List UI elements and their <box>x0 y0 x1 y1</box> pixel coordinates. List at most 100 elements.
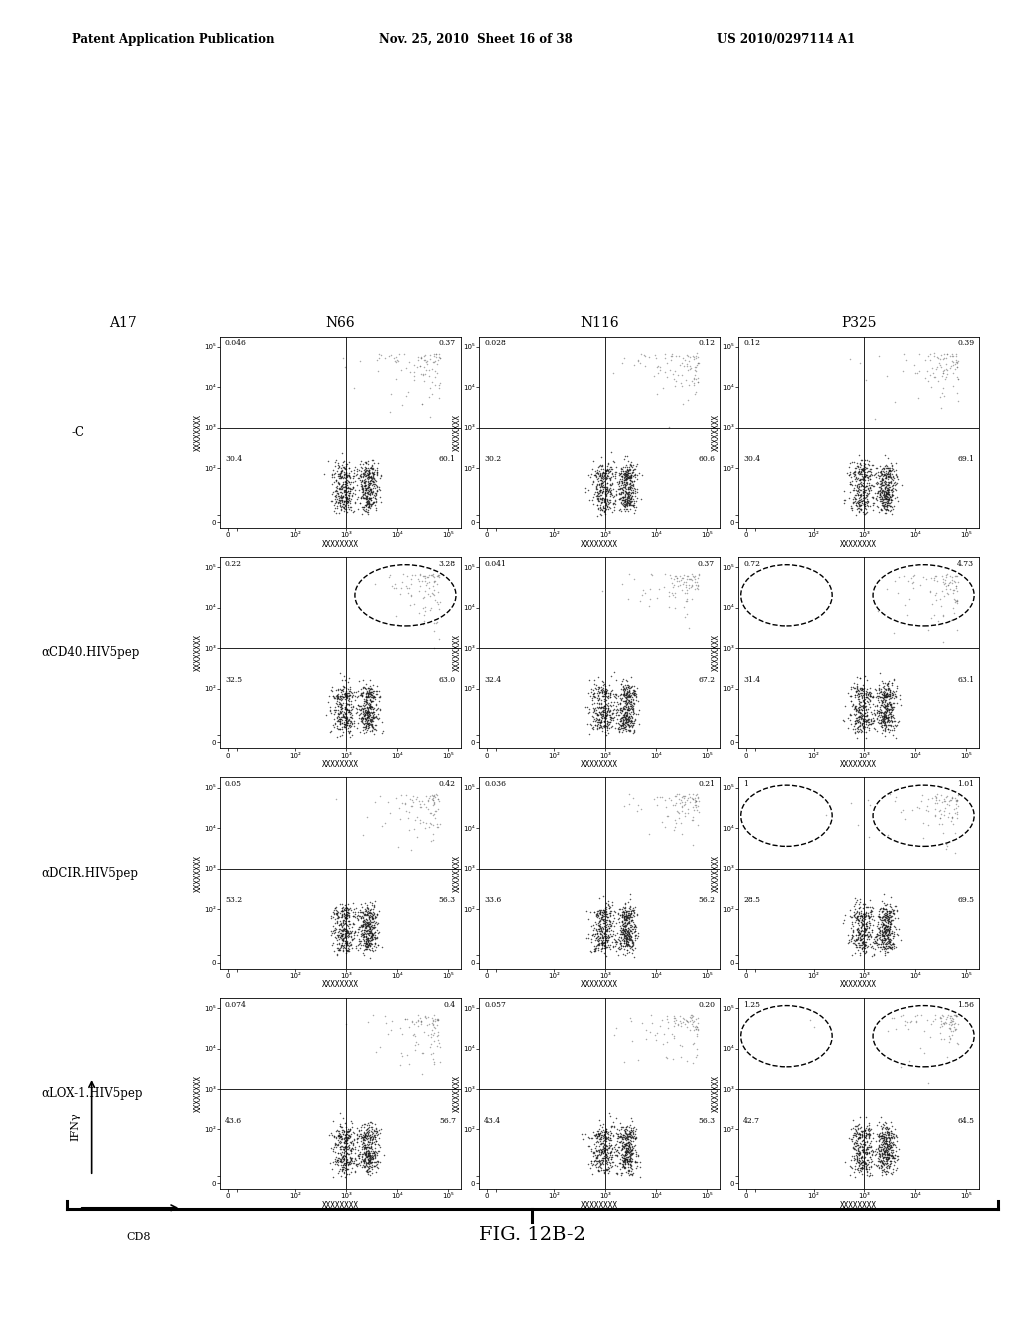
Point <box>851 1150 867 1171</box>
Point <box>853 698 869 719</box>
Point <box>323 906 339 927</box>
Point <box>852 928 868 949</box>
Point <box>331 491 347 512</box>
Point <box>847 696 863 717</box>
Point <box>850 927 866 948</box>
Point <box>327 697 343 718</box>
Point <box>361 1131 378 1152</box>
Point <box>620 678 636 700</box>
Point <box>415 587 431 609</box>
Point <box>616 693 633 714</box>
Point <box>356 1137 373 1158</box>
Point <box>857 449 873 470</box>
Point <box>399 1008 416 1030</box>
Point <box>359 1137 376 1158</box>
Point <box>630 351 646 372</box>
Point <box>596 1138 612 1159</box>
Point <box>620 696 636 717</box>
Point <box>589 459 605 480</box>
Point <box>880 941 896 962</box>
Point <box>614 719 631 741</box>
Point <box>622 719 638 741</box>
Point <box>884 710 900 731</box>
Point <box>369 1121 385 1142</box>
Point <box>618 694 635 715</box>
Point <box>874 492 891 513</box>
Point <box>897 350 913 371</box>
Point <box>333 681 349 702</box>
Point <box>946 572 963 593</box>
Point <box>871 923 888 944</box>
Point <box>882 936 898 957</box>
Point <box>362 1146 379 1167</box>
Point <box>594 477 610 498</box>
Point <box>676 597 692 618</box>
Point <box>621 1125 637 1146</box>
Point <box>877 494 893 515</box>
Point <box>624 465 640 486</box>
Point <box>856 1151 872 1172</box>
Point <box>584 458 600 479</box>
Point <box>366 463 382 484</box>
Point <box>333 1138 349 1159</box>
Point <box>592 697 608 718</box>
Point <box>854 908 870 929</box>
Point <box>845 462 861 483</box>
Point <box>355 669 372 690</box>
Point <box>613 1138 630 1159</box>
Point <box>337 931 353 952</box>
Point <box>362 479 379 500</box>
Point <box>878 486 894 507</box>
Point <box>598 927 614 948</box>
Point <box>428 362 444 383</box>
Point <box>853 498 869 519</box>
Point <box>840 682 856 704</box>
Point <box>623 488 639 510</box>
Point <box>334 1135 350 1156</box>
Point <box>357 903 374 924</box>
Point <box>606 1142 623 1163</box>
Point <box>329 933 345 954</box>
Point <box>426 585 442 606</box>
Point <box>847 907 863 928</box>
Point <box>618 940 635 961</box>
Point <box>615 1151 632 1172</box>
Point <box>855 466 871 487</box>
Point <box>360 681 377 702</box>
Point <box>850 462 866 483</box>
Point <box>632 1167 648 1188</box>
Point <box>856 686 872 708</box>
Point <box>617 697 634 718</box>
Point <box>357 927 374 948</box>
Point <box>880 491 896 512</box>
Point <box>620 702 636 723</box>
Point <box>336 471 352 492</box>
Point <box>607 483 624 504</box>
Point <box>618 499 635 520</box>
Point <box>877 495 893 516</box>
Point <box>617 1138 634 1159</box>
Point <box>333 685 349 706</box>
Point <box>356 1134 373 1155</box>
Point <box>345 1133 361 1154</box>
Point <box>338 1117 354 1138</box>
Point <box>854 1151 870 1172</box>
Point <box>419 573 435 594</box>
Point <box>869 1156 886 1177</box>
Point <box>872 470 889 491</box>
Point <box>607 461 624 482</box>
Point <box>368 470 384 491</box>
Point <box>609 904 626 925</box>
Point <box>332 911 348 932</box>
Point <box>861 469 878 490</box>
Point <box>590 463 606 484</box>
Point <box>618 713 635 734</box>
Point <box>853 1119 869 1140</box>
Point <box>878 928 894 949</box>
Point <box>321 692 337 713</box>
Point <box>602 684 618 705</box>
Point <box>338 477 354 498</box>
Text: FIG. 12B-2: FIG. 12B-2 <box>479 1226 586 1245</box>
Point <box>590 487 606 508</box>
Point <box>874 686 891 708</box>
